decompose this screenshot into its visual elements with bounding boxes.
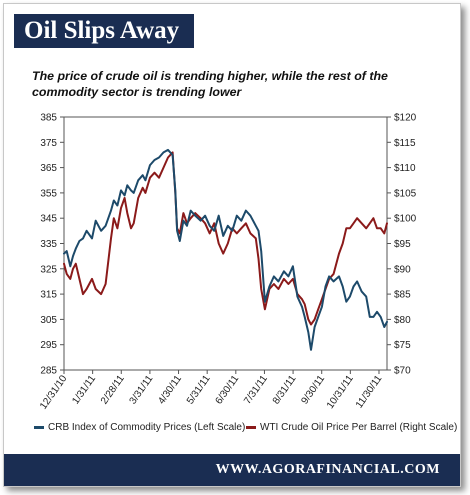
x-tick-label: 5/31/11 [185, 373, 213, 406]
legend-item-wti: WTI Crude Oil Price Per Barrel (Right Sc… [246, 422, 457, 433]
y-right-tick-label: $115 [394, 138, 416, 149]
y-right-tick-label: $100 [394, 214, 417, 225]
footer-site: WWW.AGORAFINANCIAL.COM [4, 454, 460, 486]
x-tick-label: 12/31/10 [38, 373, 70, 412]
y-left-tick-label: 355 [40, 188, 57, 199]
x-tick-label: 1/31/11 [70, 373, 98, 406]
x-tick-label: 10/31/11 [325, 373, 356, 411]
y-left-tick-label: 375 [40, 138, 57, 149]
x-tick-label: 4/30/11 [156, 373, 184, 406]
y-right-tick-label: $90 [394, 264, 411, 275]
y-left-tick-label: 365 [40, 163, 57, 174]
x-tick-label: 2/28/11 [99, 373, 127, 406]
x-tick-label: 3/31/11 [128, 373, 156, 406]
y-right-tick-label: $95 [394, 239, 411, 250]
legend-swatch-wti [246, 425, 256, 429]
legend-label-wti: WTI Crude Oil Price Per Barrel (Right Sc… [260, 422, 458, 433]
y-left-tick-label: 295 [40, 340, 57, 351]
crb-series-line [63, 148, 388, 351]
y-left-tick-label: 385 [40, 113, 57, 124]
y-left-tick-label: 345 [40, 214, 57, 225]
y-right-tick-label: $80 [394, 315, 411, 326]
y-left-tick-label: 325 [40, 264, 57, 275]
plot-frame [63, 116, 388, 371]
chart-legend: CRB Index of Commodity Prices (Left Scal… [34, 422, 457, 442]
y-right-tick-label: $120 [394, 113, 417, 124]
x-tick-label: 9/30/11 [299, 373, 327, 406]
y-right-tick-label: $105 [394, 188, 417, 199]
y-left-tick-label: 335 [40, 239, 57, 250]
y-left-tick-label: 315 [40, 290, 57, 301]
legend-swatch-crb [34, 425, 44, 429]
y-left-tick-label: 285 [40, 366, 57, 377]
y-left-tick-label: 305 [40, 315, 57, 326]
y-right-tick-label: $85 [394, 290, 411, 301]
chart-subtitle: The price of crude oil is trending highe… [32, 69, 388, 99]
legend-label-crb: CRB Index of Commodity Prices (Left Scal… [48, 422, 246, 433]
y-right-tick-label: $75 [394, 340, 411, 351]
x-tick-label: 6/30/11 [214, 373, 242, 406]
x-tick-label: 7/31/11 [242, 373, 270, 406]
x-tick-label: 11/30/11 [354, 373, 385, 410]
y-right-tick-label: $110 [394, 163, 416, 174]
x-tick-label: 8/31/11 [271, 373, 299, 406]
page-title: Oil Slips Away [14, 14, 194, 48]
y-right-tick-label: $70 [394, 366, 411, 377]
wti-series-line [63, 151, 388, 326]
legend-item-crb: CRB Index of Commodity Prices (Left Scal… [34, 422, 245, 433]
line-chart: 385 375 365 355 345 335 325 315 305 295 285 $120 $11… [38, 113, 417, 412]
chart-card: Oil Slips Away The price of crude oil is… [3, 3, 461, 487]
